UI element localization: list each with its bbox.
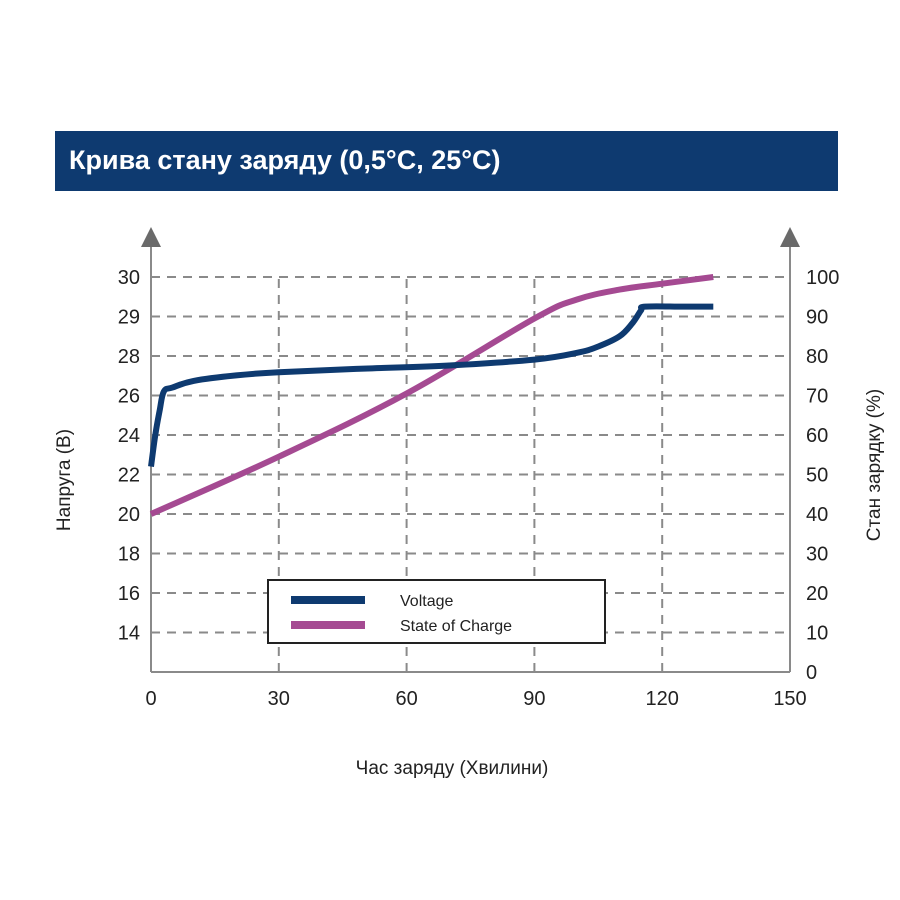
y-right-tick-label: 50: [806, 465, 828, 487]
y-right-tick-label: 40: [806, 504, 828, 526]
y-left-tick-label: 16: [118, 583, 140, 605]
y-left-tick-label: 24: [118, 425, 140, 447]
x-tick-label: 30: [268, 688, 290, 710]
y-left-tick-label: 18: [118, 544, 140, 566]
legend-voltage-label: Voltage: [400, 593, 453, 610]
x-tick-label: 120: [646, 688, 679, 710]
y-left-tick-label: 22: [118, 465, 140, 487]
chart-title: Крива стану заряду (0,5°C, 25°C): [69, 145, 501, 175]
right-axis-arrow-icon: [780, 227, 800, 247]
tick-labels: 3029282624222018161410090807060504030201…: [118, 267, 840, 710]
x-tick-label: 150: [773, 688, 806, 710]
legend: Voltage State of Charge: [267, 579, 606, 644]
series: [148, 274, 714, 517]
x-tick-label: 0: [145, 688, 156, 710]
y-left-tick-label: 14: [118, 623, 140, 645]
x-tick-label: 60: [395, 688, 417, 710]
title-banner: Крива стану заряду (0,5°C, 25°C): [55, 131, 838, 191]
y-left-axis-label: Напруга (В): [54, 429, 75, 531]
y-left-tick-label: 29: [118, 307, 140, 329]
left-axis-arrow-icon: [141, 227, 161, 247]
y-right-tick-label: 60: [806, 425, 828, 447]
y-right-tick-label: 90: [806, 307, 828, 329]
y-right-axis-label: Стан зарядку (%): [864, 389, 885, 541]
y-left-tick-label: 30: [118, 267, 140, 289]
y-left-tick-label: 28: [118, 346, 140, 368]
series-soc-line: [149, 274, 714, 517]
y-right-tick-label: 70: [806, 386, 828, 408]
x-axis-label: Час заряду (Хвилини): [356, 758, 549, 779]
x-tick-label: 90: [523, 688, 545, 710]
y-right-tick-label: 80: [806, 346, 828, 368]
y-right-tick-label: 10: [806, 623, 828, 645]
series-voltage-line: [148, 303, 714, 468]
y-left-tick-label: 26: [118, 386, 140, 408]
y-left-tick-label: 20: [118, 504, 140, 526]
y-right-tick-label: 30: [806, 544, 828, 566]
y-right-tick-label: 0: [806, 662, 817, 684]
y-right-tick-label: 100: [806, 267, 839, 289]
y-right-tick-label: 20: [806, 583, 828, 605]
legend-soc-label: State of Charge: [400, 618, 512, 635]
legend-box: [267, 579, 606, 644]
